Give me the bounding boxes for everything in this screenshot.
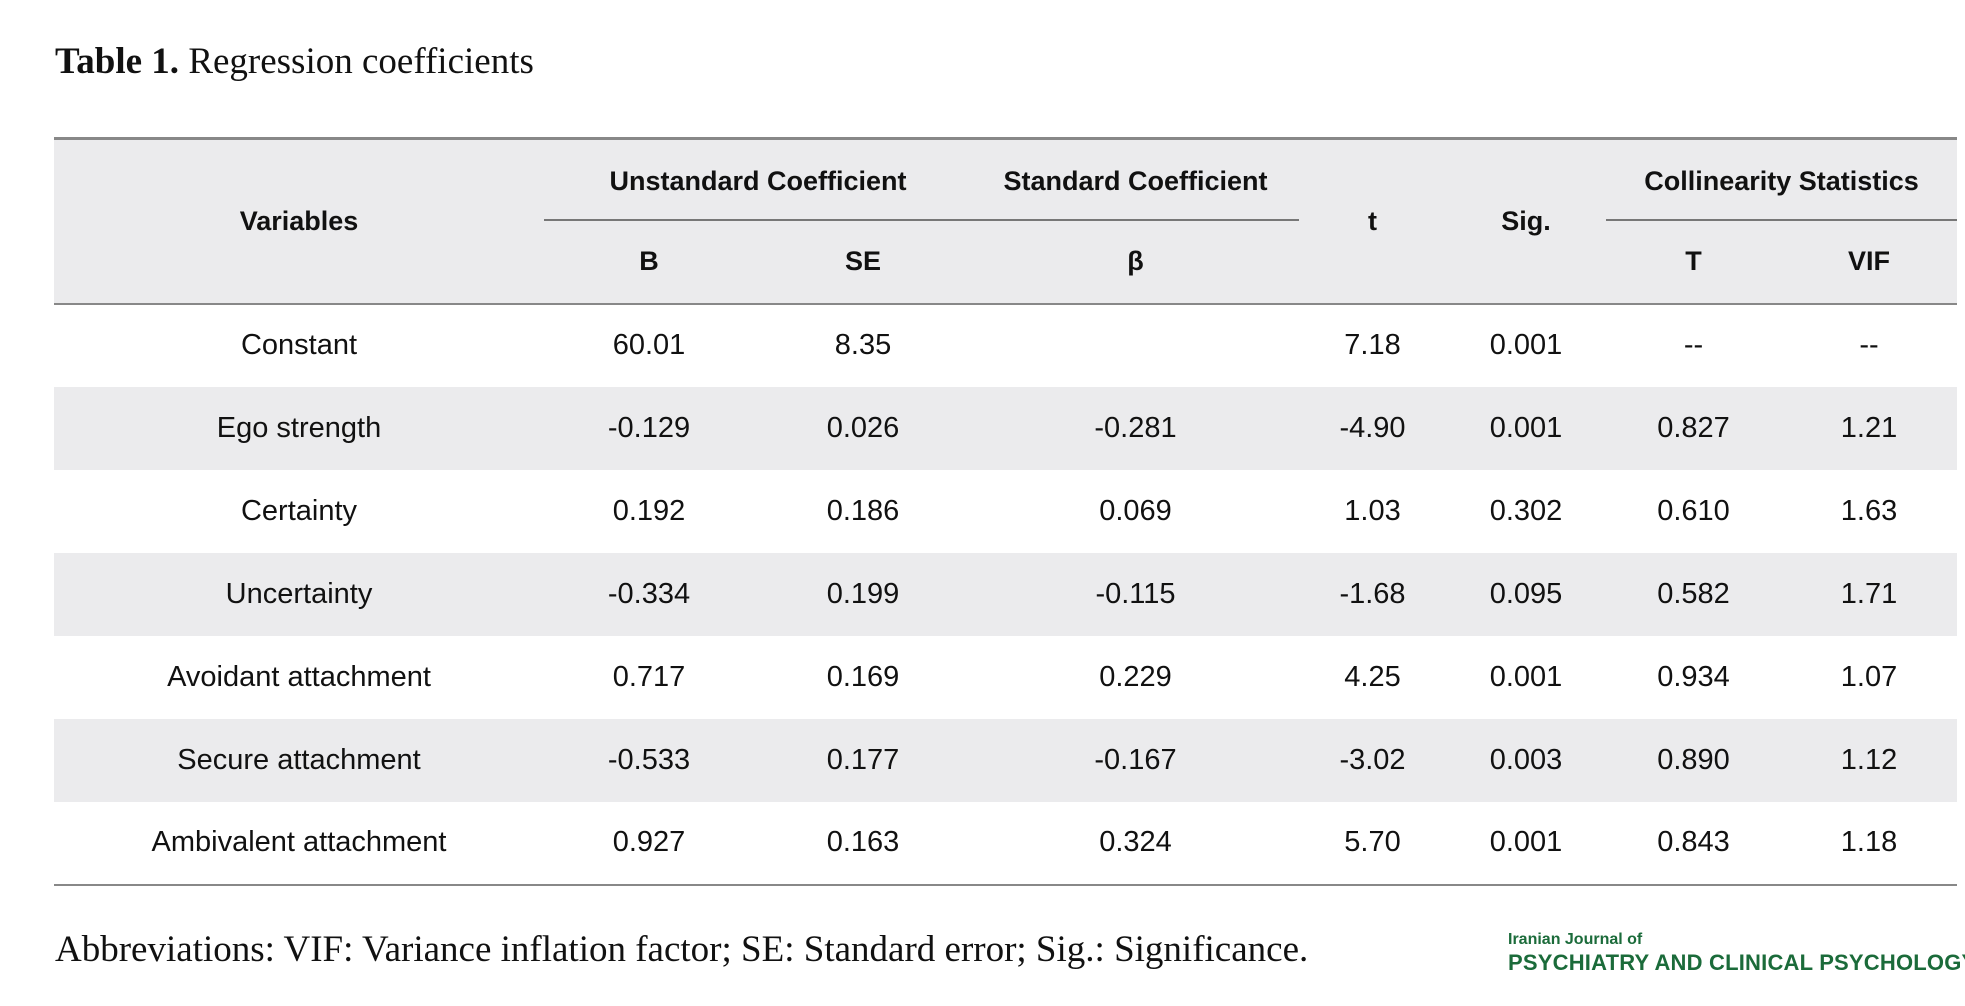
cell-beta xyxy=(972,304,1299,387)
cell-tolerance: 0.827 xyxy=(1657,411,1730,444)
cell-t: 4.25 xyxy=(1344,660,1401,693)
cell-sig: 0.001 xyxy=(1489,329,1563,361)
cell-sig: 0.001 xyxy=(1489,660,1563,693)
cell-t: 5.70 xyxy=(1299,801,1446,886)
header-standard-coefficient: Standard Coefficient xyxy=(972,137,1299,221)
cell-b: 0.717 xyxy=(612,660,686,693)
cell-vif: 1.63 xyxy=(1840,494,1898,527)
cell-se: 0.177 xyxy=(826,743,900,776)
cell-tolerance: 0.934 xyxy=(1657,660,1730,693)
cell-variable: Secure attachment xyxy=(177,743,421,776)
cell-b: 60.01 xyxy=(612,329,686,361)
cell-se: 0.199 xyxy=(826,577,900,610)
cell-t: 1.03 xyxy=(1344,494,1401,527)
table-caption-text: Regression coefficients xyxy=(188,41,534,82)
header-sig: Sig. xyxy=(1446,137,1606,305)
cell-vif: -- xyxy=(1859,329,1879,361)
cell-tolerance: 0.890 xyxy=(1657,743,1730,776)
table-row: Certainty 0.192 0.186 0.069 1.03 0.302 0… xyxy=(54,470,1957,553)
cell-b: -0.129 xyxy=(607,411,691,444)
header-t: t xyxy=(1299,137,1446,305)
cell-vif: 1.07 xyxy=(1840,660,1898,693)
cell-beta: -0.167 xyxy=(1094,743,1177,776)
cell-vif: 1.12 xyxy=(1840,743,1898,776)
table-row: Avoidant attachment 0.717 0.169 0.229 4.… xyxy=(54,636,1957,719)
cell-variable: Uncertainty xyxy=(225,577,373,610)
cell-sig: 0.001 xyxy=(1489,411,1563,444)
cell-se: 0.169 xyxy=(826,660,900,693)
cell-tolerance: 0.610 xyxy=(1657,494,1730,527)
cell-tolerance: 0.843 xyxy=(1606,801,1781,886)
cell-t: -1.68 xyxy=(1339,577,1406,610)
cell-t: 7.18 xyxy=(1344,329,1401,361)
journal-logo: Iranian Journal of PSYCHIATRY AND CLINIC… xyxy=(1508,931,1965,977)
cell-b: -0.334 xyxy=(607,577,691,610)
cell-t: -3.02 xyxy=(1339,743,1406,776)
cell-vif: 1.71 xyxy=(1840,577,1898,610)
cell-variable: Certainty xyxy=(240,494,358,527)
cell-b: -0.533 xyxy=(607,743,691,776)
table-row: Ego strength -0.129 0.026 -0.281 -4.90 0… xyxy=(54,386,1957,470)
cell-variable: Avoidant attachment xyxy=(167,660,431,693)
table-header: Variables Unstandard Coefficient Standar… xyxy=(54,137,1957,305)
regression-table: Variables Unstandard Coefficient Standar… xyxy=(54,137,1957,886)
cell-tolerance: 0.582 xyxy=(1657,577,1730,610)
cell-sig: 0.003 xyxy=(1489,743,1563,776)
cell-sig: 0.001 xyxy=(1446,801,1606,886)
cell-se: 8.35 xyxy=(834,329,892,361)
table-row: Ambivalent attachment 0.927 0.163 0.324 … xyxy=(54,801,1957,886)
cell-beta: 0.069 xyxy=(1099,494,1172,527)
cell-se: 0.026 xyxy=(826,411,900,444)
table-body: Constant 60.01 8.35 7.18 0.001 -- -- Ego… xyxy=(54,304,1957,886)
table-row: Secure attachment -0.533 0.177 -0.167 -3… xyxy=(54,718,1957,802)
cell-sig: 0.302 xyxy=(1489,494,1563,527)
cell-b: 0.192 xyxy=(612,494,686,527)
table-row: Constant 60.01 8.35 7.18 0.001 -- -- xyxy=(54,304,1957,387)
journal-logo-line2: PSYCHIATRY AND CLINICAL PSYCHOLOGY xyxy=(1508,950,1965,975)
table-caption-label: Table 1. xyxy=(55,41,180,82)
table-footnote: Abbreviations: VIF: Variance inflation f… xyxy=(55,929,1309,970)
table-row: Uncertainty -0.334 0.199 -0.115 -1.68 0.… xyxy=(54,552,1957,636)
header-se: SE xyxy=(754,219,972,305)
cell-variable: Ambivalent attachment xyxy=(54,801,544,886)
header-variables: Variables xyxy=(54,137,544,305)
header-unstandard-coefficient: Unstandard Coefficient xyxy=(544,137,972,221)
header-b: B xyxy=(544,219,754,305)
cell-beta: -0.115 xyxy=(1095,577,1176,610)
cell-beta: 0.324 xyxy=(972,801,1299,886)
cell-variable: Ego strength xyxy=(216,411,382,444)
journal-logo-line1: Iranian Journal of xyxy=(1508,931,1643,948)
cell-tolerance: -- xyxy=(1683,329,1704,361)
cell-beta: -0.281 xyxy=(1094,411,1177,444)
cell-se: 0.186 xyxy=(826,494,900,527)
header-beta: β xyxy=(972,219,1299,305)
cell-beta: 0.229 xyxy=(1099,660,1172,693)
header-tolerance: T xyxy=(1606,219,1781,305)
cell-b: 0.927 xyxy=(544,801,754,886)
cell-vif: 1.21 xyxy=(1840,411,1898,444)
header-collinearity-statistics: Collinearity Statistics xyxy=(1606,137,1957,221)
cell-sig: 0.095 xyxy=(1489,577,1563,610)
cell-variable: Constant xyxy=(240,329,358,361)
cell-vif: 1.18 xyxy=(1781,801,1957,886)
cell-t: -4.90 xyxy=(1339,411,1406,444)
header-vif: VIF xyxy=(1781,219,1957,305)
table-caption: Table 1. Regression coefficients xyxy=(55,40,534,83)
cell-se: 0.163 xyxy=(754,801,972,886)
